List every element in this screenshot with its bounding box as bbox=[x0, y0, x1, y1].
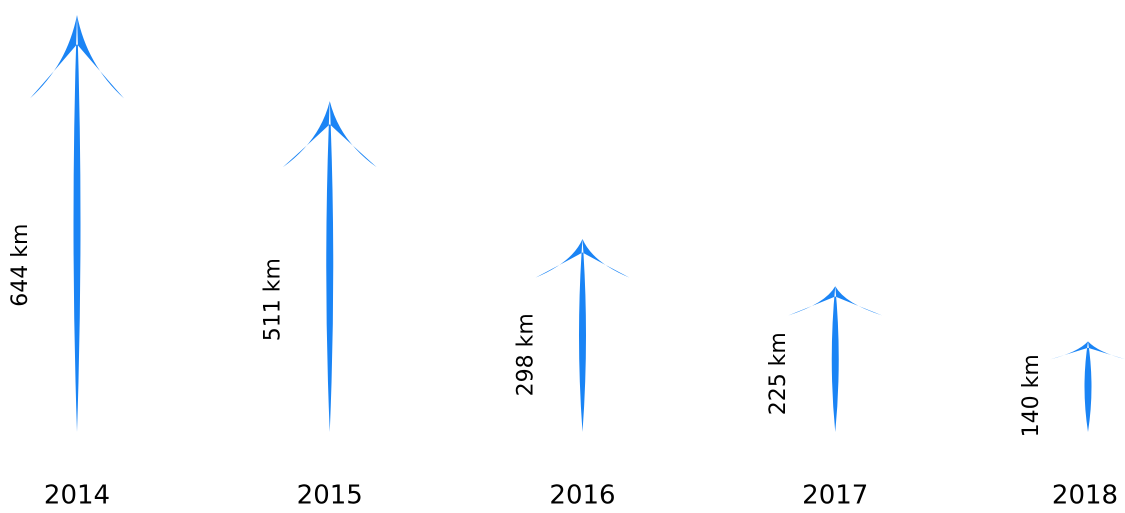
value-label: 511 km bbox=[261, 258, 286, 341]
year-label: 2015 bbox=[297, 481, 363, 511]
value-label: 140 km bbox=[1019, 354, 1044, 437]
arrow bbox=[535, 239, 630, 432]
arrow bbox=[282, 101, 377, 432]
year-label: 2016 bbox=[549, 481, 615, 511]
value-label: 225 km bbox=[766, 332, 791, 415]
arrow bbox=[30, 15, 124, 432]
arrow bbox=[1049, 341, 1125, 432]
value-label: 644 km bbox=[8, 224, 33, 307]
year-label: 2017 bbox=[802, 481, 868, 511]
year-label: 2018 bbox=[1052, 481, 1118, 511]
arrow bbox=[788, 286, 883, 432]
year-label: 2014 bbox=[44, 481, 110, 511]
value-label: 298 km bbox=[514, 313, 539, 396]
